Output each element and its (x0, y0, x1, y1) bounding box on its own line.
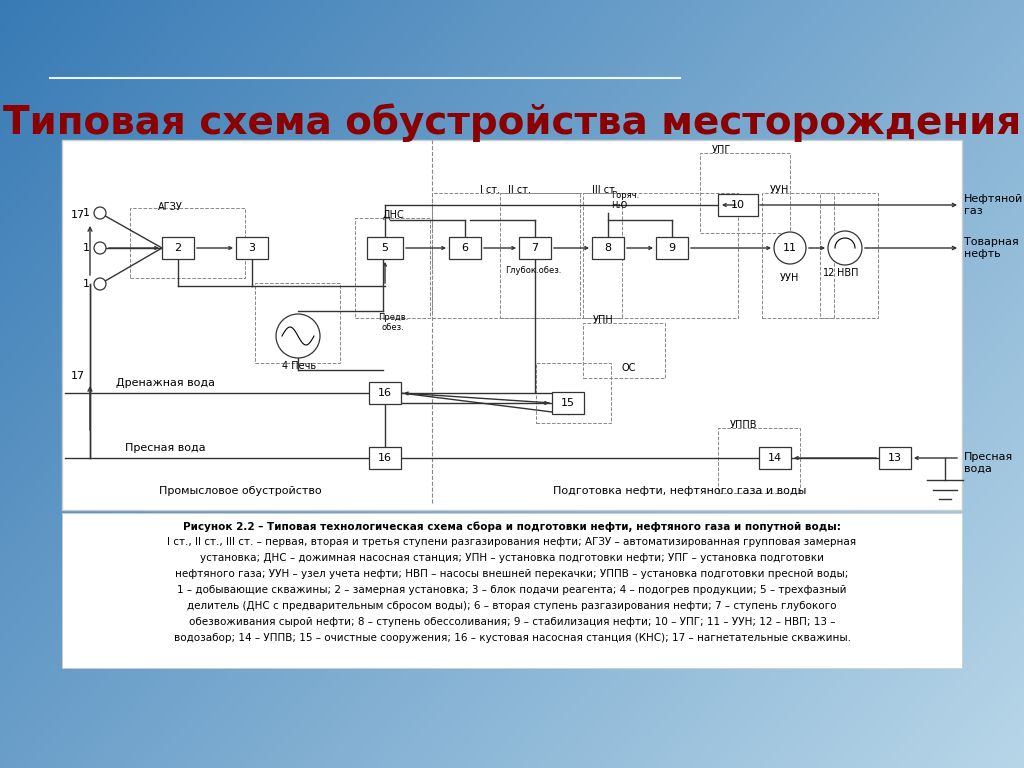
Circle shape (94, 242, 106, 254)
Bar (255, 283, 340, 363)
Text: 6: 6 (462, 243, 469, 253)
Text: Горяч.
Н₂О: Горяч. Н₂О (611, 190, 639, 210)
Text: ОС: ОС (622, 363, 636, 373)
Text: АГЗУ: АГЗУ (158, 202, 182, 212)
Text: II ст.: II ст. (508, 185, 531, 195)
Bar (62, 513, 962, 668)
Text: Нефтяной
газ: Нефтяной газ (964, 194, 1023, 216)
Text: Товарная
нефть: Товарная нефть (964, 237, 1019, 259)
Bar (519, 237, 551, 259)
Text: ДНС: ДНС (382, 210, 403, 220)
Bar (700, 153, 790, 233)
Bar (62, 140, 962, 510)
Bar (759, 447, 791, 469)
Text: 3: 3 (249, 243, 256, 253)
Text: УППВ: УППВ (730, 420, 758, 430)
Bar (162, 237, 194, 259)
Bar (820, 193, 878, 318)
Text: Дренажная вода: Дренажная вода (116, 378, 214, 388)
Text: 1 – добывающие скважины; 2 – замерная установка; 3 – блок подачи реагента; 4 – п: 1 – добывающие скважины; 2 – замерная ус… (177, 585, 847, 595)
Bar (500, 193, 580, 318)
Text: Типовая схема обустройства месторождения: Типовая схема обустройства месторождения (3, 104, 1021, 142)
Bar (718, 194, 758, 216)
Bar (879, 447, 911, 469)
Text: 4 Печь: 4 Печь (282, 361, 316, 371)
Bar (367, 237, 403, 259)
Circle shape (276, 314, 319, 358)
Text: Глубок.обез.: Глубок.обез. (505, 266, 561, 275)
Bar (236, 237, 268, 259)
Bar (432, 193, 622, 318)
Text: 15: 15 (561, 398, 575, 408)
Text: УУН: УУН (780, 273, 800, 283)
Bar (583, 193, 738, 318)
Text: 11: 11 (783, 243, 797, 253)
Text: НВП: НВП (837, 268, 858, 278)
Text: 17: 17 (71, 210, 85, 220)
Text: 1: 1 (83, 208, 90, 218)
Bar (355, 218, 430, 318)
Text: 12: 12 (823, 268, 836, 278)
Text: 17: 17 (71, 371, 85, 381)
Bar (583, 323, 665, 378)
Text: 16: 16 (378, 453, 392, 463)
Text: УПГ: УПГ (712, 145, 731, 155)
Text: 9: 9 (669, 243, 676, 253)
Text: УПН: УПН (593, 315, 613, 325)
Text: 7: 7 (531, 243, 539, 253)
Bar (449, 237, 481, 259)
Bar (130, 208, 245, 278)
Text: Подготовка нефти, нефтяного газа и воды: Подготовка нефти, нефтяного газа и воды (553, 486, 807, 496)
Bar (656, 237, 688, 259)
Text: 10: 10 (731, 200, 745, 210)
Text: Пресная
вода: Пресная вода (964, 452, 1014, 474)
Text: установка; ДНС – дожимная насосная станция; УПН – установка подготовки нефти; УП: установка; ДНС – дожимная насосная станц… (200, 553, 824, 563)
Text: УУН: УУН (770, 185, 790, 195)
Text: Пресная вода: Пресная вода (125, 443, 206, 453)
Bar (536, 363, 611, 423)
Bar (369, 447, 401, 469)
Circle shape (828, 231, 862, 265)
Text: Промысловое обустройство: Промысловое обустройство (159, 486, 322, 496)
Bar (592, 237, 624, 259)
Text: Рисунок 2.2 – Типовая технологическая схема сбора и подготовки нефти, нефтяного : Рисунок 2.2 – Типовая технологическая сх… (183, 521, 841, 531)
Text: обезвоживания сырой нефти; 8 – ступень обессоливания; 9 – стабилизация нефти; 10: обезвоживания сырой нефти; 8 – ступень о… (188, 617, 836, 627)
Text: Предв.
обез.: Предв. обез. (378, 313, 409, 333)
Text: нефтяного газа; УУН – узел учета нефти; НВП – насосы внешней перекачки; УППВ – у: нефтяного газа; УУН – узел учета нефти; … (175, 569, 849, 579)
Text: водозабор; 14 – УППВ; 15 – очистные сооружения; 16 – кустовая насосная станция (: водозабор; 14 – УППВ; 15 – очистные соор… (173, 633, 851, 643)
Text: 16: 16 (378, 388, 392, 398)
Bar (552, 392, 584, 414)
Circle shape (774, 232, 806, 264)
Bar (369, 382, 401, 404)
Bar (762, 193, 834, 318)
Text: 14: 14 (768, 453, 782, 463)
Text: 1: 1 (83, 243, 90, 253)
Text: 2: 2 (174, 243, 181, 253)
Text: 8: 8 (604, 243, 611, 253)
Text: 13: 13 (888, 453, 902, 463)
Circle shape (94, 278, 106, 290)
Text: 1: 1 (83, 279, 90, 289)
Text: 5: 5 (382, 243, 388, 253)
Circle shape (94, 207, 106, 219)
Bar (718, 428, 800, 493)
Text: I ст.: I ст. (480, 185, 500, 195)
Text: делитель (ДНС с предварительным сбросом воды); 6 – вторая ступень разгазирования: делитель (ДНС с предварительным сбросом … (187, 601, 837, 611)
Text: I ст., II ст., III ст. – первая, вторая и третья ступени разгазирования нефти; А: I ст., II ст., III ст. – первая, вторая … (168, 537, 856, 547)
Text: III ст.: III ст. (592, 185, 617, 195)
